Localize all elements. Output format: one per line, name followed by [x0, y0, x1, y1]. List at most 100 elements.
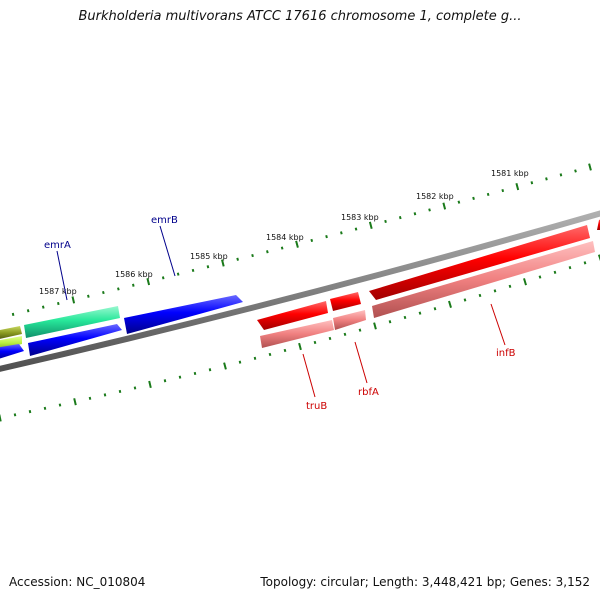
tick-labels: 1581 kbp 1582 kbp 1583 kbp 1584 kbp 1585…	[39, 169, 529, 296]
tick-label: 1581 kbp	[491, 169, 529, 178]
minor-tick	[553, 270, 557, 274]
tick-label: 1585 kbp	[190, 252, 228, 261]
minor-tick	[268, 352, 272, 357]
minor-tick	[384, 219, 387, 224]
minor-tick	[343, 332, 347, 336]
minor-tick	[538, 275, 542, 279]
gene-olive[interactable]	[0, 326, 22, 340]
minor-tick	[163, 379, 167, 383]
major-tick	[442, 202, 447, 210]
minor-tick	[11, 312, 15, 317]
outer-tick-row	[11, 163, 592, 317]
gene-lime[interactable]	[0, 336, 22, 350]
minor-tick	[493, 289, 497, 293]
major-tick	[295, 240, 299, 248]
minor-tick	[206, 265, 210, 269]
minor-tick	[433, 307, 437, 311]
tick-label: 1582 kbp	[416, 192, 454, 201]
minor-tick	[28, 409, 32, 414]
gene-truB[interactable]	[257, 301, 328, 330]
minor-tick	[568, 266, 572, 270]
minor-tick	[283, 348, 287, 353]
minor-tick	[508, 284, 512, 288]
minor-tick	[457, 200, 461, 204]
gene-blue-left[interactable]	[0, 344, 24, 360]
minor-tick	[403, 315, 407, 320]
major-tick	[146, 277, 151, 286]
minor-tick	[88, 396, 92, 400]
minor-tick	[486, 192, 490, 197]
leader-rbfA	[354, 341, 368, 384]
minor-tick	[310, 238, 314, 243]
backbone	[0, 210, 600, 372]
minor-tick	[117, 287, 120, 291]
major-tick	[523, 278, 527, 286]
minor-tick	[340, 231, 343, 235]
major-tick	[223, 362, 227, 370]
gene-rbfA-inner[interactable]	[333, 310, 366, 330]
major-tick	[73, 398, 77, 406]
minor-tick	[133, 386, 137, 390]
minor-tick	[413, 212, 417, 216]
minor-tick	[43, 406, 47, 410]
minor-tick	[501, 188, 505, 193]
minor-tick	[313, 340, 317, 345]
minor-tick	[176, 272, 180, 276]
map-title: Burkholderia multivorans ATCC 17616 chro…	[78, 9, 522, 24]
tick-label: 1584 kbp	[266, 233, 304, 242]
minor-tick	[418, 311, 422, 315]
leader-infB	[490, 303, 506, 346]
tick-label: 1583 kbp	[341, 213, 379, 222]
gene-label-rbfA: rbfA	[358, 387, 379, 398]
minor-tick	[161, 276, 165, 280]
minor-tick	[358, 328, 362, 332]
minor-tick	[266, 250, 269, 254]
minor-tick	[472, 196, 475, 200]
minor-tick	[102, 290, 105, 295]
minor-tick	[26, 309, 30, 313]
major-tick	[148, 380, 152, 389]
gene-right-edge[interactable]	[597, 218, 600, 230]
leader-emrA	[56, 250, 68, 301]
minor-tick	[530, 181, 534, 185]
accession-text: Accession: NC_010804	[9, 575, 146, 589]
minor-tick	[191, 268, 195, 273]
gene-infB-inner[interactable]	[372, 241, 595, 318]
minor-tick	[132, 283, 135, 287]
major-tick	[515, 183, 520, 191]
gene-emrB[interactable]	[124, 295, 243, 334]
minor-tick	[238, 360, 242, 364]
gene-infB[interactable]	[369, 225, 590, 300]
inner-tick-row	[0, 254, 600, 422]
minor-tick	[57, 301, 60, 306]
major-tick	[373, 322, 377, 330]
minor-tick	[398, 216, 402, 220]
minor-tick	[583, 261, 587, 265]
major-tick	[448, 300, 452, 308]
minor-tick	[58, 403, 62, 407]
gene-label-infB: infB	[496, 348, 516, 359]
minor-tick	[478, 293, 482, 298]
minor-tick	[208, 368, 212, 372]
gene-truB-inner[interactable]	[260, 320, 334, 348]
minor-tick	[388, 320, 392, 324]
gene-emrA[interactable]	[24, 306, 120, 338]
minor-tick	[574, 169, 577, 173]
minor-tick	[41, 305, 45, 309]
minor-tick	[87, 294, 90, 298]
gene-blue-inner[interactable]	[28, 324, 122, 356]
topology-summary: Topology: circular; Length: 3,448,421 bp…	[260, 575, 590, 589]
minor-tick	[253, 356, 257, 360]
minor-tick	[428, 208, 431, 212]
tick-label: 1587 kbp	[39, 287, 77, 296]
gene-label-emrB: emrB	[151, 215, 178, 226]
minor-tick	[545, 177, 548, 181]
minor-tick	[13, 413, 17, 417]
minor-tick	[103, 393, 107, 397]
major-tick	[221, 259, 225, 267]
tick-label: 1586 kbp	[115, 270, 153, 279]
minor-tick	[118, 389, 122, 394]
minor-tick	[251, 253, 254, 258]
minor-tick	[325, 235, 328, 239]
gene-rbfA[interactable]	[330, 292, 361, 311]
